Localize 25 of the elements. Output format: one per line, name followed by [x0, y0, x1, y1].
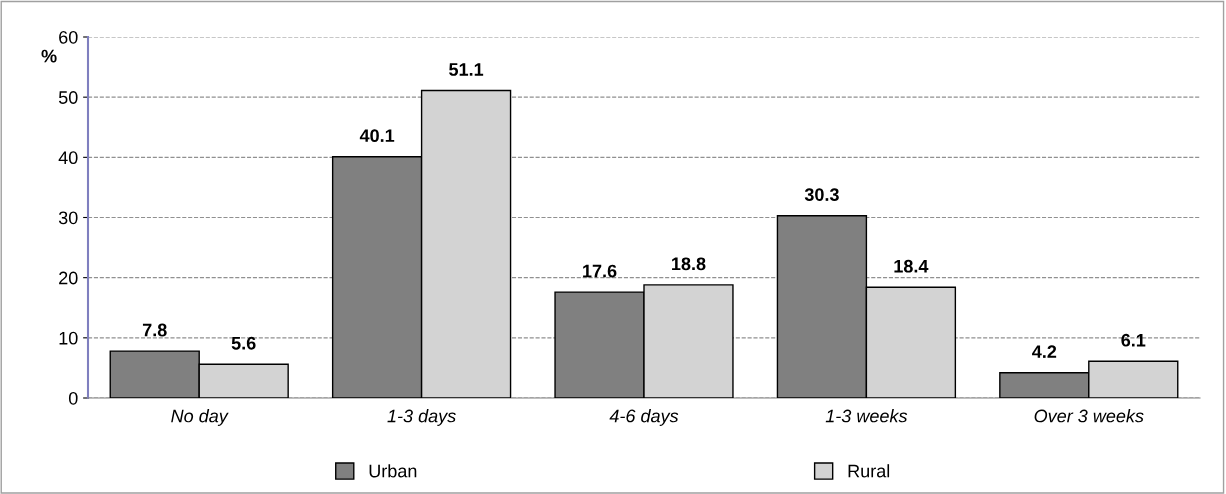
x-tick-label: 1-3 days [387, 409, 456, 426]
data-label: 7.8 [142, 323, 167, 337]
y-tick-label: 60 [59, 30, 78, 44]
data-label: 18.8 [672, 257, 706, 271]
data-label: 40.1 [359, 129, 395, 143]
data-label: 6.1 [1121, 333, 1146, 347]
legend-label: Urban [369, 464, 417, 478]
y-tick-label: 20 [59, 271, 78, 285]
y-tick-label: 40 [58, 151, 78, 165]
data-label: 51.1 [449, 63, 484, 76]
y-axis-title: % [41, 49, 57, 63]
x-tick-label: No day [171, 409, 229, 426]
y-tick-label: 30 [58, 211, 78, 225]
x-tick-label: Over 3 weeks [1034, 409, 1144, 423]
data-label: 18.4 [894, 259, 929, 273]
x-tick-label: 4-6 days [609, 409, 679, 426]
data-label: 30.3 [804, 188, 839, 202]
data-label: 5.6 [231, 336, 256, 350]
y-tick-label: 0 [68, 391, 78, 405]
x-tick-label: 1-3 weeks [825, 409, 908, 423]
legend-label: Rural [848, 464, 890, 478]
data-label: 17.6 [583, 264, 617, 278]
data-label: 4.2 [1032, 345, 1057, 358]
y-tick-label: 50 [58, 91, 78, 104]
y-tick-label: 10 [59, 331, 78, 345]
